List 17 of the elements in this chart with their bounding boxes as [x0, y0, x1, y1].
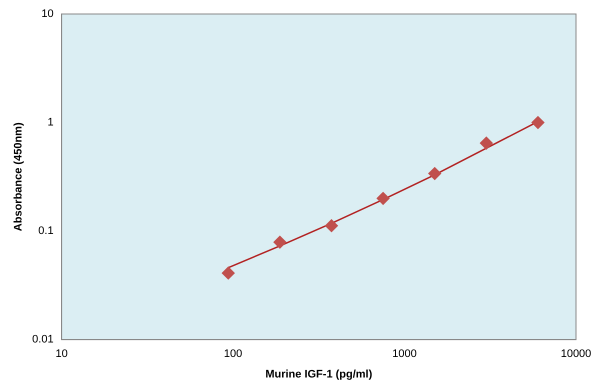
point	[273, 236, 286, 249]
y-tick-label: 0.1	[38, 225, 54, 238]
y-tick-label: 1	[47, 116, 54, 129]
point	[480, 136, 493, 150]
y-tick-label: 0.01	[32, 334, 54, 346]
x-tick-label: 10	[55, 348, 68, 360]
point	[222, 266, 235, 280]
x-tick-label: 1000	[392, 348, 417, 360]
y-axis-title: Absorbance (450nm)	[12, 122, 25, 232]
x-tick-label: 100	[224, 348, 242, 360]
point	[531, 116, 544, 130]
x-axis-title: Murine IGF-1 (pg/ml)	[265, 368, 373, 380]
y-tick-label: 10	[41, 8, 54, 20]
point	[376, 192, 390, 205]
point	[325, 219, 338, 232]
x-tick-label: 10000	[560, 348, 592, 360]
point	[428, 167, 442, 180]
